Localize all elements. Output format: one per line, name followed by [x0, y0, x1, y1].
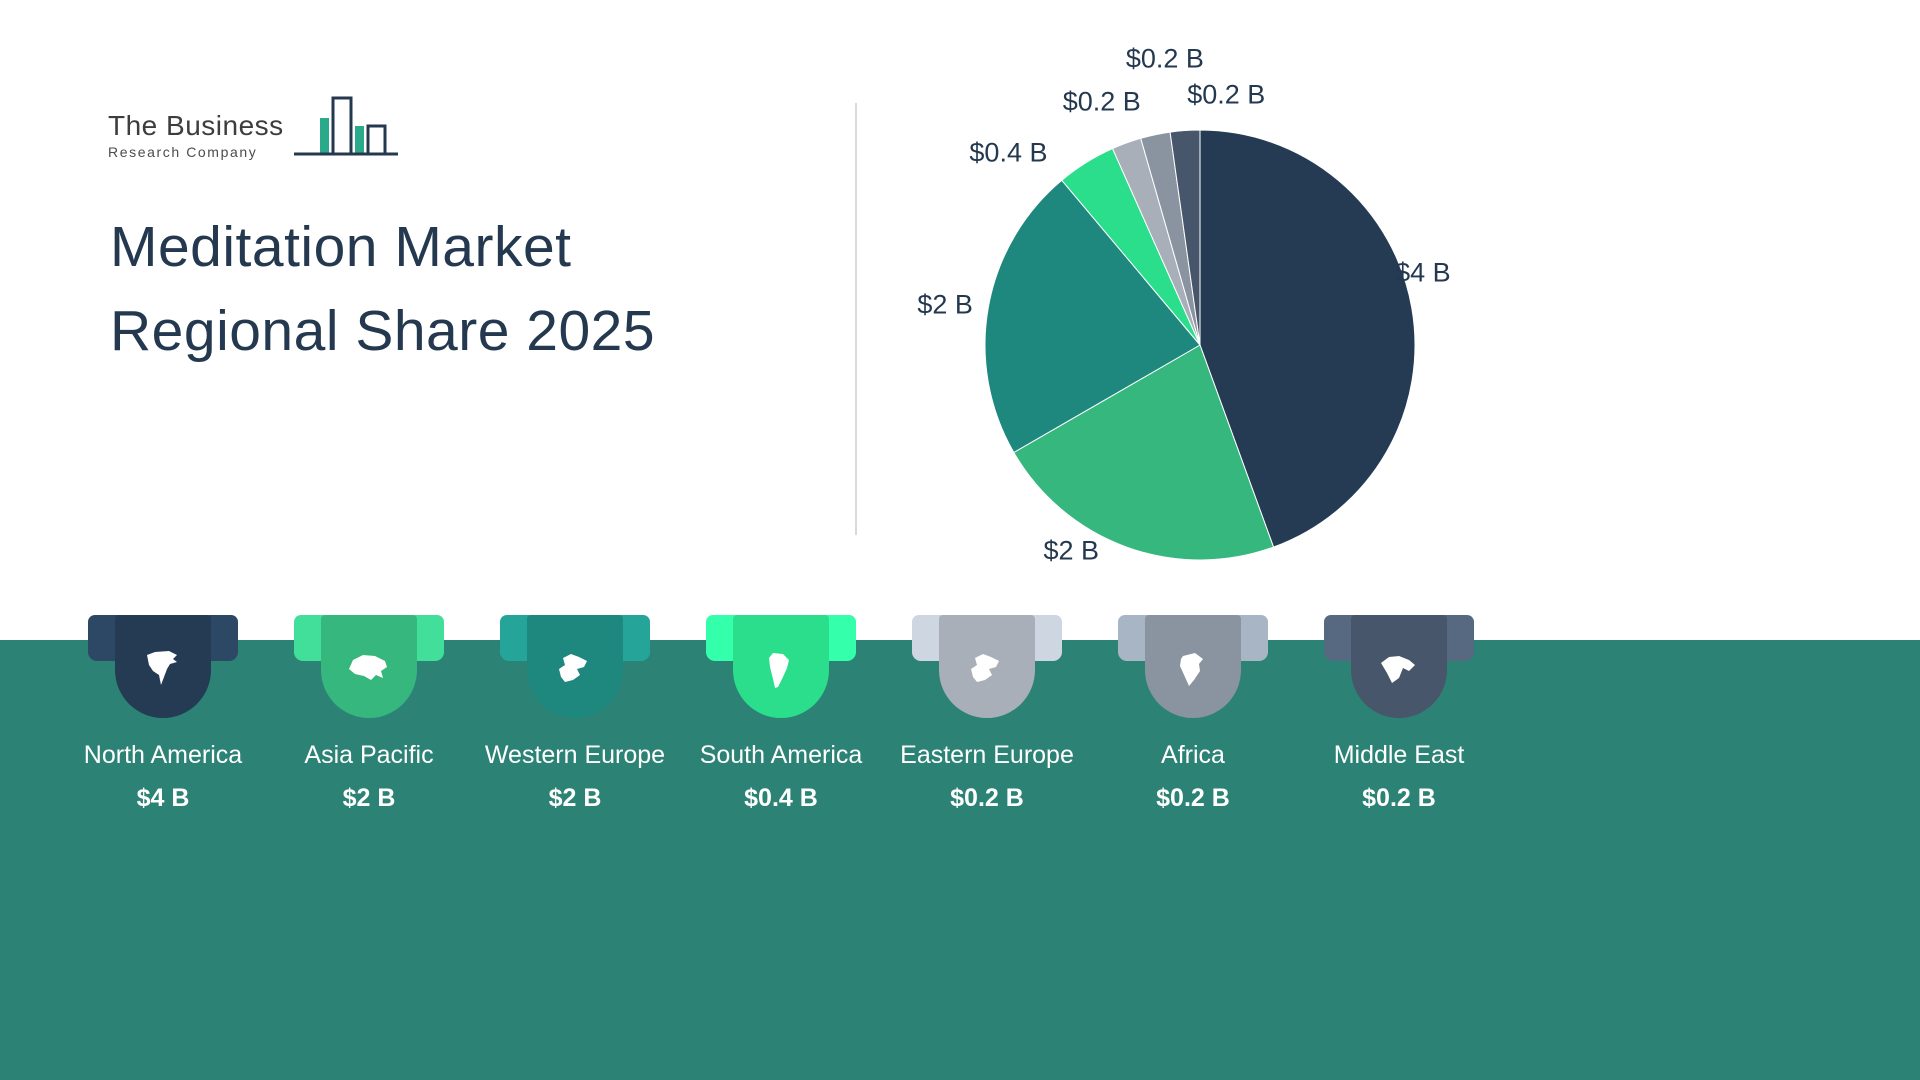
region-badge	[500, 615, 650, 719]
pie-label-asia-pacific: $2 B	[1043, 535, 1100, 566]
pie-label-africa: $0.2 B	[1125, 43, 1204, 74]
region-badge	[1118, 615, 1268, 719]
region-value: $2 B	[342, 784, 396, 812]
ribbon-front	[527, 615, 623, 718]
region-value: $2 B	[548, 784, 602, 812]
logo-text-line2: Research Company	[108, 144, 258, 160]
ribbon-front	[1145, 615, 1241, 718]
region-badge	[1324, 615, 1474, 719]
eastern-europe-icon	[971, 654, 999, 682]
ribbon-front	[115, 615, 211, 718]
pie-label-north-america: $4 B	[1395, 257, 1451, 288]
pie-chart	[984, 129, 1416, 561]
chart-title-line1: Meditation Market	[110, 215, 572, 279]
region-item-south-america: South America $0.4 B	[678, 615, 884, 813]
region-item-asia-pacific: Asia Pacific $2 B	[266, 615, 472, 813]
asia-pacific-icon	[349, 655, 387, 680]
region-item-africa: Africa $0.2 B	[1090, 615, 1296, 813]
region-name: Asia Pacific	[304, 741, 434, 769]
region-badge	[88, 615, 238, 719]
north-america-icon	[147, 651, 177, 685]
region-value: $0.4 B	[744, 784, 818, 812]
pie-slice-asia-pacific	[1013, 344, 1275, 561]
region-name: Western Europe	[484, 741, 666, 769]
vertical-divider	[855, 103, 857, 535]
pie-slice-middle-east	[1169, 129, 1201, 346]
pie-label-south-america: $0.4 B	[969, 137, 1048, 168]
pie-slice-north-america	[1199, 129, 1416, 548]
logo: The Business Research Company	[108, 92, 402, 164]
region-value: $4 B	[136, 784, 190, 812]
region-item-western-europe: Western Europe $2 B	[472, 615, 678, 813]
region-badge	[706, 615, 856, 719]
region-item-eastern-europe: Eastern Europe $0.2 B	[884, 615, 1090, 813]
pie-chart-area: $4 B $2 B $2 B $0.4 B $0.2 B $0.2 B $0.2 B	[900, 30, 1580, 630]
bottom-band	[0, 640, 1920, 1080]
region-name: North America	[83, 741, 243, 769]
ribbon-front	[1351, 615, 1447, 718]
south-america-icon	[769, 653, 789, 688]
region-badge	[912, 615, 1062, 719]
region-item-middle-east: Middle East $0.2 B	[1296, 615, 1502, 813]
pie-slice-western-europe	[984, 179, 1201, 454]
region-legend: North America $4 B Asia Pacific $2 B Wes…	[60, 615, 1502, 813]
logo-text: The Business Research Company	[108, 110, 284, 160]
ribbon-front	[321, 615, 417, 718]
ribbon-front	[939, 615, 1035, 718]
middle-east-icon	[1381, 656, 1415, 683]
region-name: Eastern Europe	[900, 741, 1074, 769]
ribbon-front	[733, 615, 829, 718]
region-value: $0.2 B	[950, 784, 1024, 812]
western-europe-icon	[559, 654, 587, 682]
chart-title-line2: Regional Share 2025	[110, 299, 656, 364]
region-badge	[294, 615, 444, 719]
pie-label-middle-east: $0.2 B	[1187, 79, 1266, 110]
region-value: $0.2 B	[1156, 784, 1230, 812]
region-name: South America	[699, 741, 863, 769]
region-item-north-america: North America $4 B	[60, 615, 266, 813]
pie-label-eastern-europe: $0.2 B	[1062, 86, 1141, 117]
region-value: $0.2 B	[1362, 784, 1436, 812]
region-name: Middle East	[1333, 741, 1465, 769]
africa-icon	[1180, 653, 1203, 686]
bar-chart-logo-icon	[293, 96, 398, 156]
region-name: Africa	[1161, 741, 1225, 769]
logo-text-line1: The Business	[108, 110, 284, 141]
chart-title: Meditation Market Regional Share 2025	[110, 205, 655, 374]
pie-label-western-europe: $2 B	[917, 289, 973, 320]
